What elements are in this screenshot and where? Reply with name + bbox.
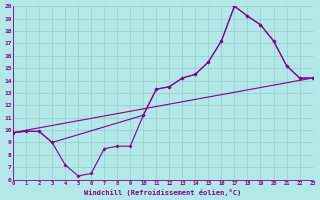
X-axis label: Windchill (Refroidissement éolien,°C): Windchill (Refroidissement éolien,°C) bbox=[84, 189, 242, 196]
